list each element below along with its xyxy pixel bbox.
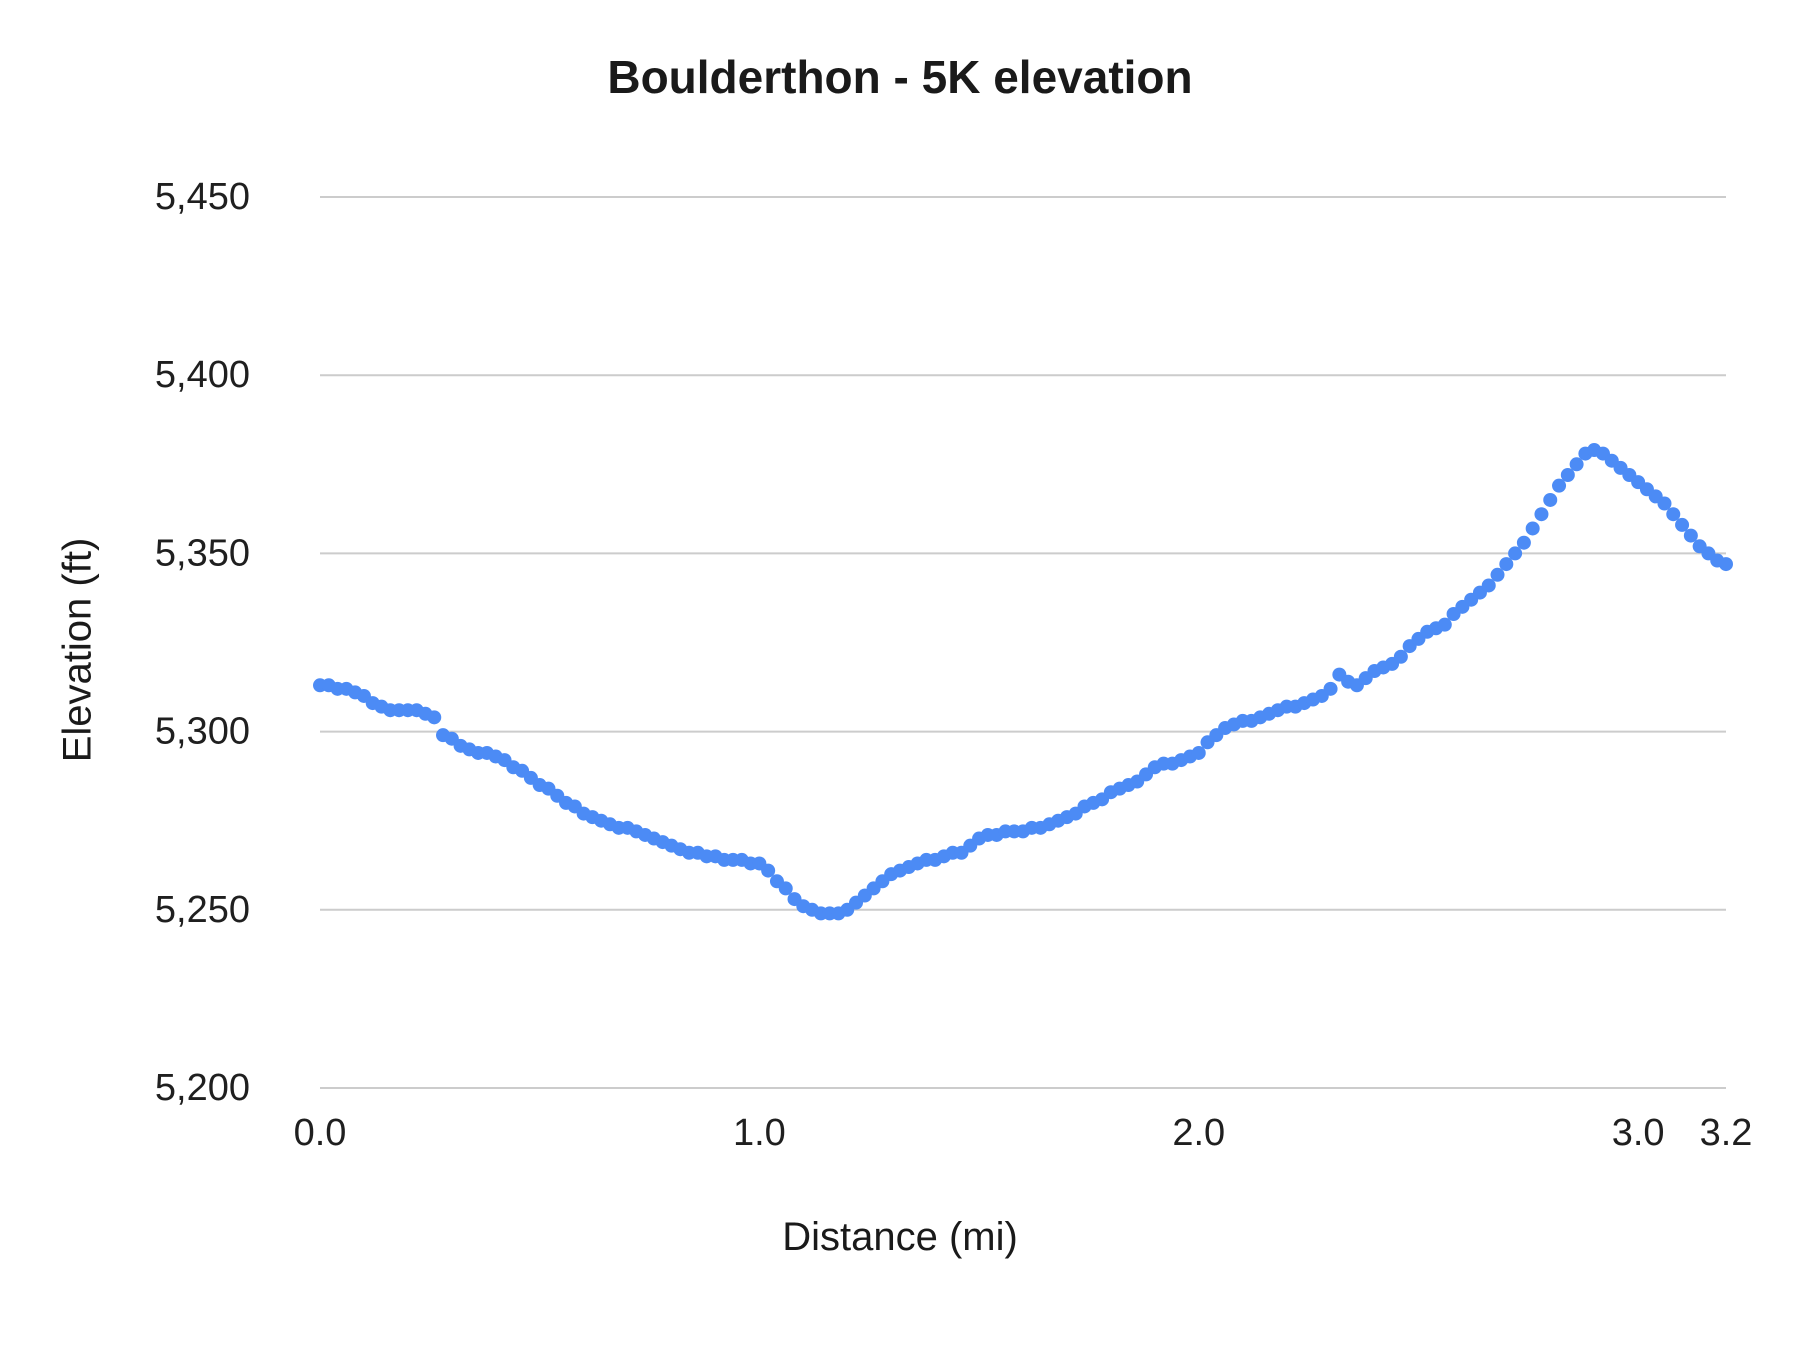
data-point xyxy=(1191,745,1206,760)
data-point xyxy=(1323,681,1338,696)
data-point xyxy=(1569,457,1584,472)
x-axis-title: Distance (mi) xyxy=(782,1215,1018,1259)
data-point xyxy=(761,863,776,878)
y-tick-label: 5,200 xyxy=(155,1067,250,1109)
data-point xyxy=(1552,478,1567,493)
y-tick-label: 5,250 xyxy=(155,889,250,931)
data-point xyxy=(1543,492,1558,507)
data-point xyxy=(778,881,793,896)
y-tick-label: 5,400 xyxy=(155,354,250,396)
data-point xyxy=(1499,557,1514,572)
data-point xyxy=(1657,496,1672,511)
data-point xyxy=(1683,528,1698,543)
data-point xyxy=(1516,535,1531,550)
data-point xyxy=(1393,649,1408,664)
x-tick-label: 3.2 xyxy=(1700,1112,1753,1154)
x-tick-label: 3.0 xyxy=(1612,1112,1665,1154)
data-point xyxy=(1560,467,1575,482)
x-tick-label: 1.0 xyxy=(733,1112,786,1154)
data-point xyxy=(1490,567,1505,582)
data-point xyxy=(1525,521,1540,536)
x-tick-label: 2.0 xyxy=(1172,1112,1225,1154)
chart-title: Boulderthon - 5K elevation xyxy=(607,51,1193,103)
y-tick-label: 5,450 xyxy=(155,176,250,218)
data-point xyxy=(1675,517,1690,532)
x-tick-label: 0.0 xyxy=(294,1112,347,1154)
y-tick-label: 5,300 xyxy=(155,711,250,753)
data-point xyxy=(1719,557,1733,572)
y-tick-label: 5,350 xyxy=(155,532,250,574)
data-point xyxy=(1437,617,1452,632)
data-point xyxy=(1508,546,1523,561)
data-point xyxy=(427,710,442,725)
data-point xyxy=(1666,507,1681,522)
data-point xyxy=(1534,507,1549,522)
data-point xyxy=(1481,578,1496,593)
